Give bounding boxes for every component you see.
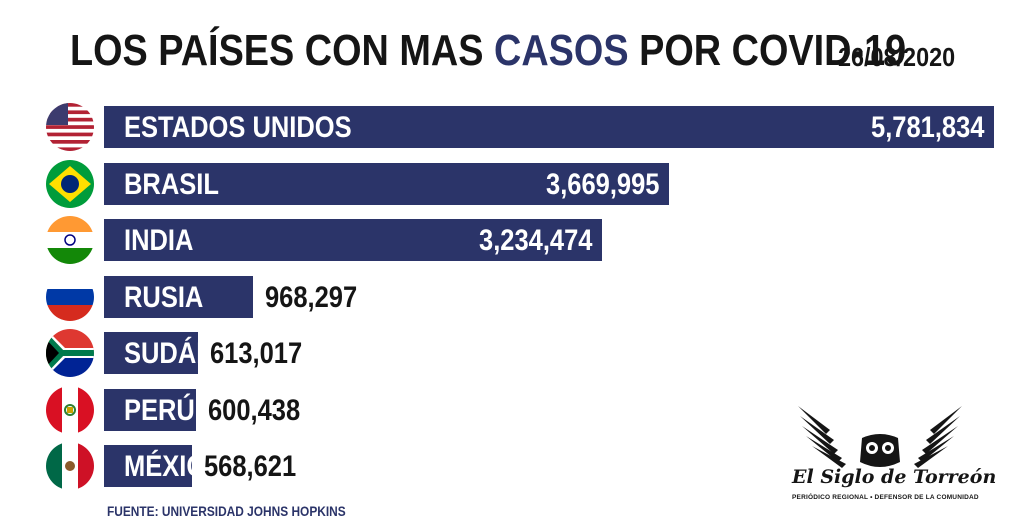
chart-title: LOS PAÍSES CON MAS CASOS POR COVID-19: [70, 26, 906, 76]
brazil-flag-icon: [46, 159, 94, 208]
title-prefix: LOS PAÍSES CON MAS: [70, 26, 484, 75]
category-label: SUDÁFRICA: [124, 337, 275, 370]
usa-flag-icon: [46, 103, 94, 151]
category-label: BRASIL: [124, 167, 219, 201]
data-label: 3,234,474: [478, 224, 592, 257]
bar: [104, 445, 192, 487]
bar-row: MÉXICO 568,621: [0, 440, 1024, 492]
bar: [104, 162, 669, 205]
title-highlight: CASOS: [494, 26, 629, 75]
data-label: 3,669,995: [545, 167, 659, 201]
bar-row: PERÚ 600,438: [0, 384, 1024, 436]
bar-row: ESTADOS UNIDOS 5,781,834: [0, 101, 1024, 153]
bar: [104, 106, 994, 148]
russia-flag-icon: [46, 272, 94, 321]
category-label: MÉXICO: [124, 450, 225, 483]
bar-row: BRASIL 3,669,995: [0, 158, 1024, 210]
data-label: 613,017: [210, 337, 303, 370]
india-flag-icon: [46, 216, 94, 264]
bar: [104, 275, 253, 318]
south-africa-flag-icon: [46, 329, 94, 377]
data-label: 600,438: [208, 393, 301, 427]
bar-row: INDIA 3,234,474: [0, 214, 1024, 266]
title-suffix: POR COVID-19: [639, 26, 907, 75]
source-note: FUENTE: UNIVERSIDAD JOHNS HOPKINS: [107, 503, 346, 519]
bar-row: SUDÁFRICA 613,017: [0, 327, 1024, 379]
data-label: 568,621: [204, 450, 297, 483]
logo-name: El Siglo de Torreón: [792, 466, 997, 488]
data-label: 5,781,834: [870, 111, 984, 144]
category-label: INDIA: [124, 224, 194, 257]
mexico-flag-icon: [46, 442, 94, 490]
category-label: ESTADOS UNIDOS: [124, 111, 352, 144]
bar: [104, 332, 198, 374]
category-label: PERÚ: [124, 393, 195, 427]
category-label: RUSIA: [124, 280, 204, 314]
peru-flag-icon: [46, 385, 94, 434]
bar: [104, 388, 196, 431]
bar-row: RUSIA 968,297: [0, 271, 1024, 323]
logo-tagline: PERIÓDICO REGIONAL • DEFENSOR DE LA COMU…: [792, 494, 979, 501]
owl-logo-icon: [798, 406, 962, 468]
data-label: 968,297: [265, 280, 358, 314]
chart-date: 26/08/2020: [838, 42, 956, 72]
bar: [104, 219, 602, 261]
